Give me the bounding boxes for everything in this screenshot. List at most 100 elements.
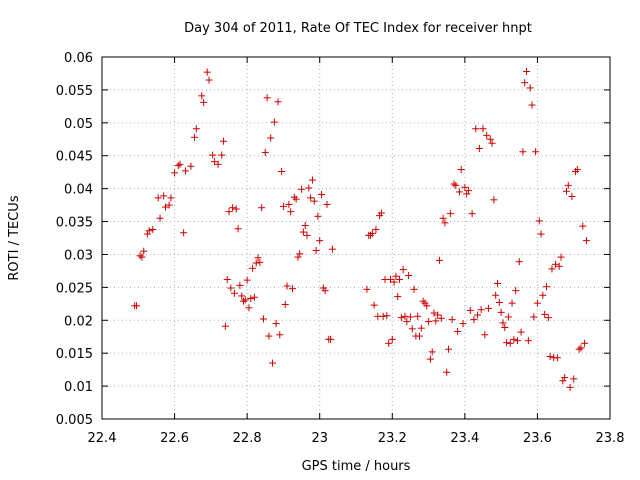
data-point <box>394 293 402 301</box>
data-point <box>145 227 153 235</box>
data-point <box>258 204 266 212</box>
data-point <box>443 368 451 376</box>
data-point <box>397 314 405 322</box>
y-tick-label: 0.005 <box>56 413 93 428</box>
data-point <box>289 285 296 293</box>
data-point <box>396 275 404 283</box>
data-point <box>463 190 471 198</box>
data-point <box>499 319 507 327</box>
data-point <box>240 297 248 305</box>
y-tick-label: 0.03 <box>64 248 93 263</box>
data-point <box>301 221 309 229</box>
y-tick-label: 0.01 <box>64 380 93 395</box>
chart-title: Day 304 of 2011, Rate Of TEC Index for r… <box>184 21 532 36</box>
data-point <box>562 187 570 195</box>
data-point <box>261 148 269 156</box>
data-point <box>484 304 492 312</box>
data-point <box>488 139 496 147</box>
data-point <box>524 337 532 345</box>
data-point <box>523 67 531 75</box>
data-point <box>310 197 318 205</box>
data-point <box>287 208 295 216</box>
data-point <box>379 312 387 320</box>
data-point <box>555 262 563 270</box>
y-tick-label: 0.035 <box>56 216 93 231</box>
data-point <box>405 272 413 280</box>
data-point <box>461 183 469 191</box>
x-tick-label: 23.4 <box>450 431 479 446</box>
data-point <box>272 320 280 328</box>
data-point <box>198 92 206 100</box>
data-point <box>140 247 148 255</box>
data-point <box>171 169 179 177</box>
data-point <box>203 68 211 76</box>
data-point <box>537 230 545 238</box>
data-point <box>541 310 549 318</box>
data-point <box>526 84 534 92</box>
data-point <box>390 278 398 286</box>
data-point <box>535 217 543 225</box>
data-point <box>267 134 275 142</box>
data-point <box>564 181 572 189</box>
data-point <box>566 383 574 391</box>
data-point <box>303 231 311 239</box>
data-point <box>149 225 157 233</box>
data-point <box>214 160 222 168</box>
data-point <box>508 299 516 307</box>
data-point <box>399 266 407 274</box>
data-point <box>162 203 169 211</box>
data-point <box>479 125 487 133</box>
x-axis-label: GPS time / hours <box>302 459 411 474</box>
y-tick-label: 0.015 <box>56 347 93 362</box>
data-point <box>486 135 494 143</box>
data-point <box>510 335 518 343</box>
data-point <box>579 222 587 230</box>
axis-ticks <box>101 56 611 420</box>
data-point <box>575 345 583 353</box>
data-point <box>205 76 213 84</box>
data-point <box>388 335 396 343</box>
data-point <box>546 352 554 360</box>
data-point <box>483 131 491 139</box>
grid-lines <box>102 57 610 419</box>
data-point <box>539 291 547 299</box>
data-point <box>533 299 541 307</box>
data-point <box>581 339 589 347</box>
data-point <box>321 287 329 295</box>
data-point <box>428 348 436 356</box>
y-tick-label: 0.055 <box>56 84 93 99</box>
data-point <box>245 304 253 312</box>
data-point <box>174 162 182 170</box>
data-point <box>497 308 505 316</box>
data-point <box>221 322 229 330</box>
data-point <box>445 345 453 353</box>
data-point <box>187 162 195 170</box>
data-point <box>181 167 189 175</box>
data-point <box>455 188 463 196</box>
data-point <box>385 339 393 347</box>
data-point <box>432 317 440 325</box>
data-point <box>492 291 500 299</box>
data-point <box>519 148 527 156</box>
data-point <box>156 214 164 222</box>
data-point <box>435 256 443 264</box>
data-point <box>515 258 523 266</box>
data-point <box>191 133 199 141</box>
data-point <box>403 318 411 326</box>
data-point <box>406 313 414 321</box>
data-point <box>192 125 200 133</box>
data-point <box>401 312 409 320</box>
data-point <box>243 276 251 284</box>
data-point <box>439 214 447 222</box>
data-point <box>167 194 175 202</box>
data-point <box>548 265 556 273</box>
data-point <box>254 254 262 262</box>
data-point <box>283 282 291 290</box>
data-point <box>495 299 503 307</box>
data-point <box>459 320 467 328</box>
data-point <box>414 312 422 320</box>
data-point <box>143 230 151 238</box>
data-point <box>363 285 371 293</box>
x-tick-label: 22.4 <box>88 431 117 446</box>
data-point <box>232 205 240 213</box>
